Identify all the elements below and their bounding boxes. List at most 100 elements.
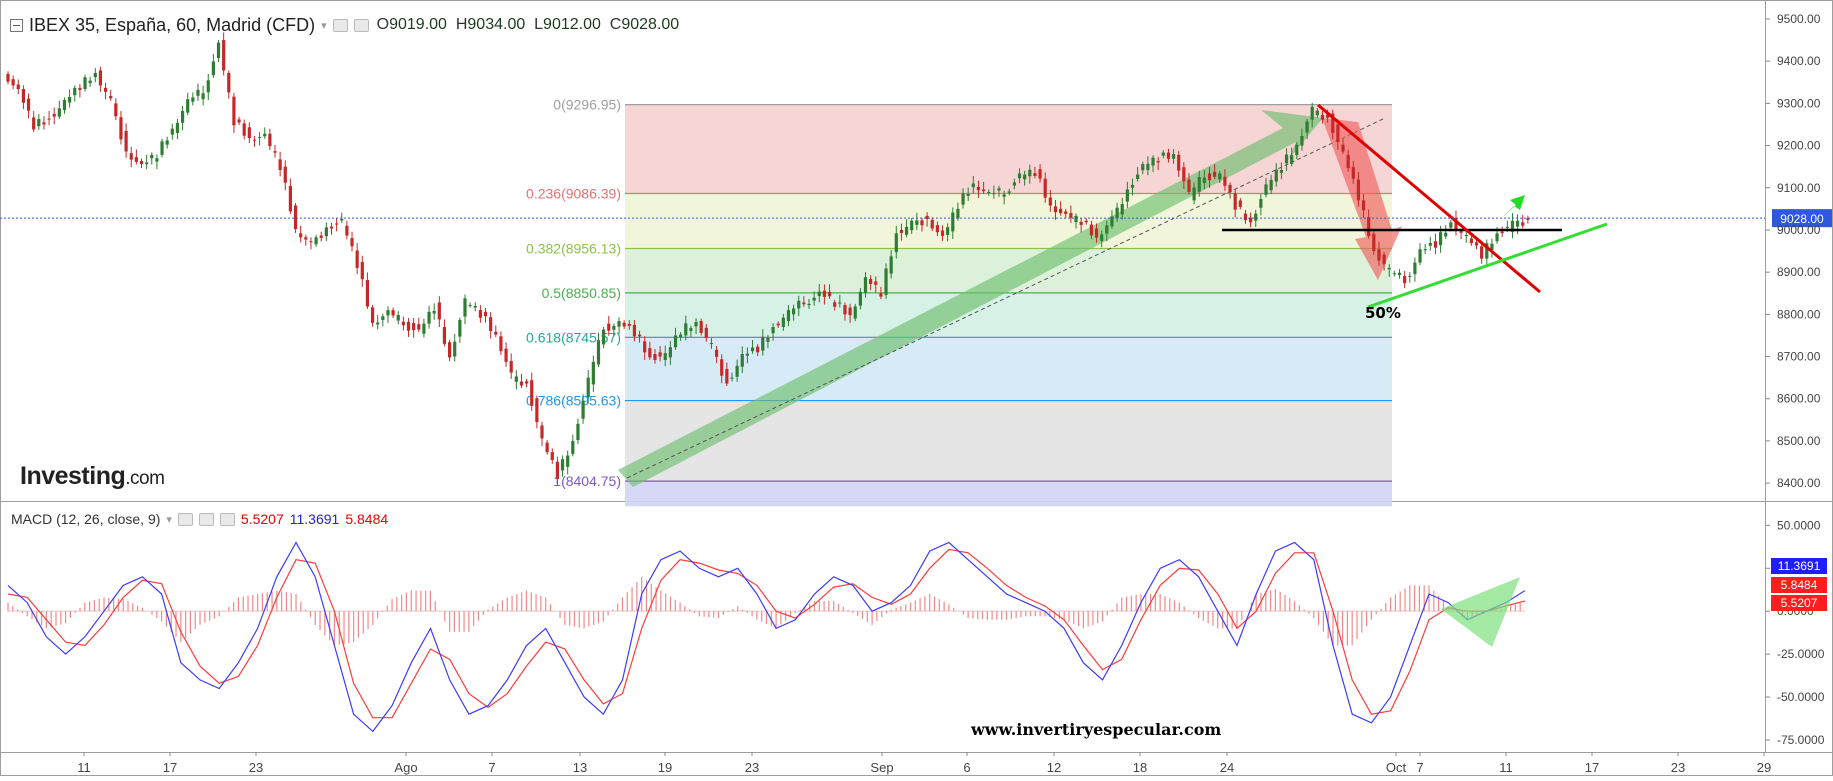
settings-icon[interactable] (353, 18, 369, 32)
candle-body (1490, 243, 1494, 250)
candle-body (714, 349, 719, 357)
candle-body (555, 461, 560, 479)
candle-body (1377, 249, 1381, 261)
candle-body (1295, 144, 1299, 156)
x-tick-label: 6 (963, 760, 970, 775)
candle-body (792, 308, 796, 315)
candle-body (268, 133, 272, 147)
chevron-down-icon[interactable]: ▾ (166, 513, 172, 526)
candle-body (370, 307, 375, 323)
candle-body (1351, 167, 1355, 179)
candle-body (1361, 200, 1366, 211)
candle-body (612, 325, 616, 330)
candle-body (340, 218, 344, 221)
candle-body (1346, 154, 1350, 169)
candle-body (355, 250, 359, 268)
macd-value-2: 11.3691 (289, 511, 340, 527)
candle-body (971, 183, 975, 188)
candle-body (335, 223, 339, 225)
candle-body (1274, 169, 1278, 182)
candle-body (1392, 273, 1396, 275)
candle-body (1408, 275, 1412, 277)
close-value: 9028.00 (621, 16, 680, 33)
candle-body (1284, 154, 1289, 164)
candle-body (293, 205, 298, 230)
candle-body (1007, 191, 1011, 193)
candle-body (21, 89, 26, 103)
candle-body (1515, 220, 1520, 227)
candle-body (1130, 184, 1135, 188)
candle-body (483, 311, 488, 317)
candle-body (1084, 220, 1088, 223)
candle-body (915, 220, 919, 225)
x-tick-label: Oct (1386, 760, 1407, 775)
price-tick-label: 9100.00 (1777, 181, 1821, 195)
settings-icon[interactable] (198, 512, 214, 526)
candle-body (863, 277, 868, 293)
candle-body (1125, 189, 1129, 202)
candle-body (1048, 197, 1052, 206)
candle-body (242, 123, 246, 136)
x-tick-label: 17 (1585, 760, 1599, 775)
candle-body (1444, 232, 1448, 237)
trend-up-arrow (618, 110, 1323, 487)
candle-body (925, 215, 929, 219)
candle-body (776, 323, 780, 326)
candle-body (853, 306, 857, 319)
candle-body (124, 130, 128, 152)
candle-body (632, 325, 637, 337)
macd-header: MACD (12, 26, close, 9) ▾ 5.5207 11.3691… (11, 509, 388, 529)
candle-body (761, 336, 765, 351)
candle-body (93, 72, 97, 78)
candle-body (83, 77, 87, 90)
fib-zone (625, 481, 1392, 507)
candle-body (211, 61, 215, 76)
close-icon[interactable] (219, 512, 235, 526)
candle-body (1474, 242, 1479, 246)
candle-body (109, 96, 113, 99)
eye-icon[interactable] (177, 512, 193, 526)
candle-body (26, 98, 31, 111)
candle-body (961, 193, 965, 205)
candle-body (1469, 238, 1473, 244)
price-tick-label: 9000.00 (1777, 223, 1821, 237)
candle-body (139, 161, 144, 165)
candle-body (509, 361, 513, 373)
candle-body (981, 189, 986, 192)
candle-body (32, 117, 36, 130)
candle-body (869, 278, 873, 284)
candle-body (1485, 243, 1489, 259)
candle-body (98, 70, 103, 86)
candle-body (591, 361, 595, 385)
candle-body (648, 348, 652, 358)
candle-body (329, 226, 334, 229)
candle-body (1449, 222, 1453, 228)
x-tick-label: 11 (77, 760, 91, 775)
candle-body (807, 303, 811, 306)
candle-body (1356, 179, 1361, 201)
candle-body (1459, 231, 1463, 233)
candle-body (1423, 249, 1427, 251)
candle-body (288, 186, 293, 212)
eye-icon[interactable] (332, 18, 348, 32)
chevron-down-icon[interactable]: ▾ (321, 19, 327, 32)
candle-body (904, 226, 909, 235)
candle-body (73, 87, 77, 96)
macd-tick-label: -50.0000 (1777, 690, 1825, 704)
candle-body (827, 291, 832, 297)
candle-body (992, 193, 996, 195)
candle-body (1305, 121, 1309, 133)
collapse-icon[interactable] (10, 18, 23, 32)
candle-body (581, 400, 585, 419)
candle-body (1233, 193, 1237, 210)
candle-body (899, 229, 904, 234)
fib-level-label: 0.5(8850.85) (542, 285, 621, 301)
candle-body (1310, 106, 1314, 120)
candle-body (725, 368, 729, 384)
candle-body (997, 188, 1001, 191)
candle-body (1033, 173, 1037, 176)
candle-body (720, 359, 724, 376)
candle-body (468, 305, 472, 307)
candle-body (201, 93, 205, 100)
candle-body (1438, 232, 1443, 246)
